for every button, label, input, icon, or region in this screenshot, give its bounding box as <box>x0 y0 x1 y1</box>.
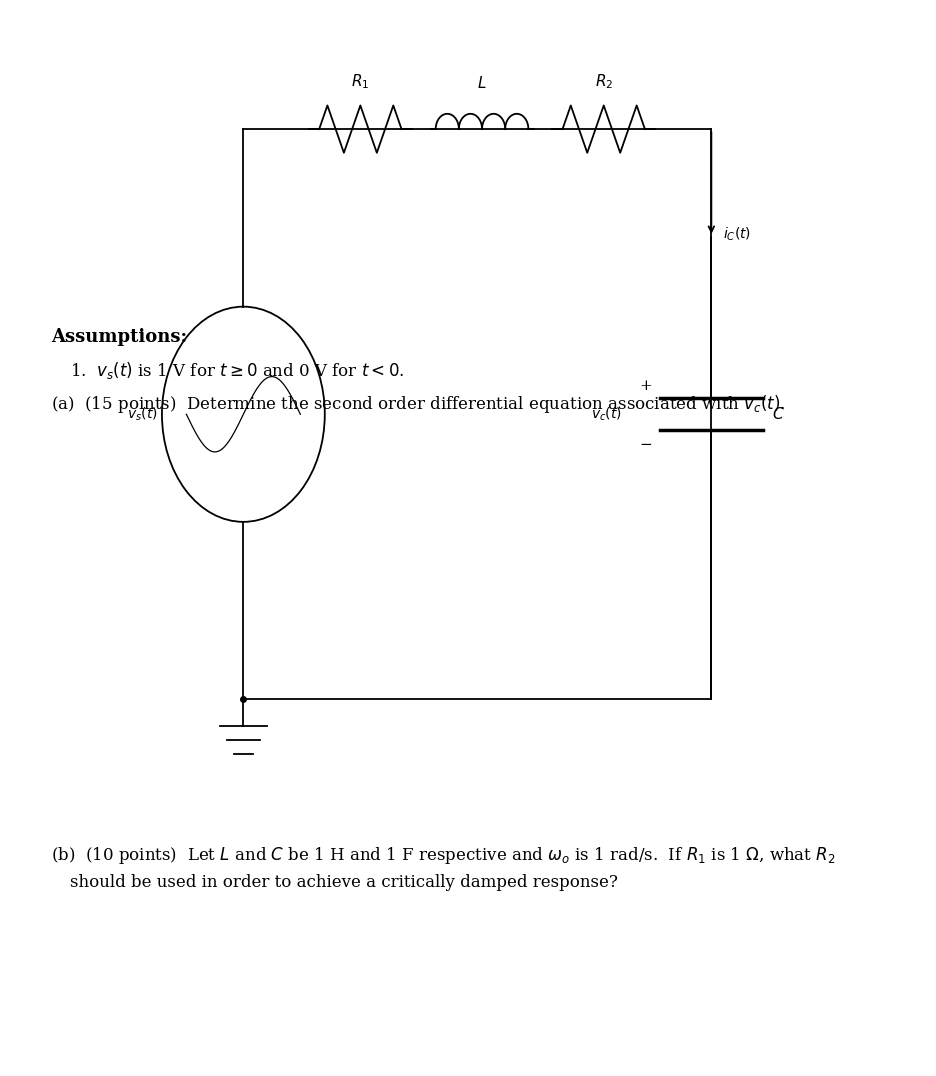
Text: $C$: $C$ <box>772 407 784 422</box>
Text: $R_1$: $R_1$ <box>351 73 370 91</box>
Text: Assumptions:: Assumptions: <box>51 328 187 346</box>
Text: $v_c(t)$: $v_c(t)$ <box>592 406 622 423</box>
Text: $L$: $L$ <box>477 75 487 91</box>
Text: (b)  (10 points)  Let $L$ and $C$ be 1 H and 1 F respective and $\omega_o$ is 1 : (b) (10 points) Let $L$ and $C$ be 1 H a… <box>51 845 836 866</box>
Text: $i_C(t)$: $i_C(t)$ <box>723 226 751 243</box>
Text: 1.  $v_s(t)$ is 1 V for $t \geq 0$ and 0 V for $t < 0$.: 1. $v_s(t)$ is 1 V for $t \geq 0$ and 0 … <box>70 360 404 382</box>
Text: $v_s(t)$: $v_s(t)$ <box>126 406 157 423</box>
Text: should be used in order to achieve a critically damped response?: should be used in order to achieve a cri… <box>70 874 618 891</box>
Text: $-$: $-$ <box>639 436 652 450</box>
Text: (a)  (15 points)  Determine the second order differential equation associated wi: (a) (15 points) Determine the second ord… <box>51 393 786 414</box>
Text: +: + <box>639 379 652 393</box>
Text: $R_2$: $R_2$ <box>594 73 613 91</box>
